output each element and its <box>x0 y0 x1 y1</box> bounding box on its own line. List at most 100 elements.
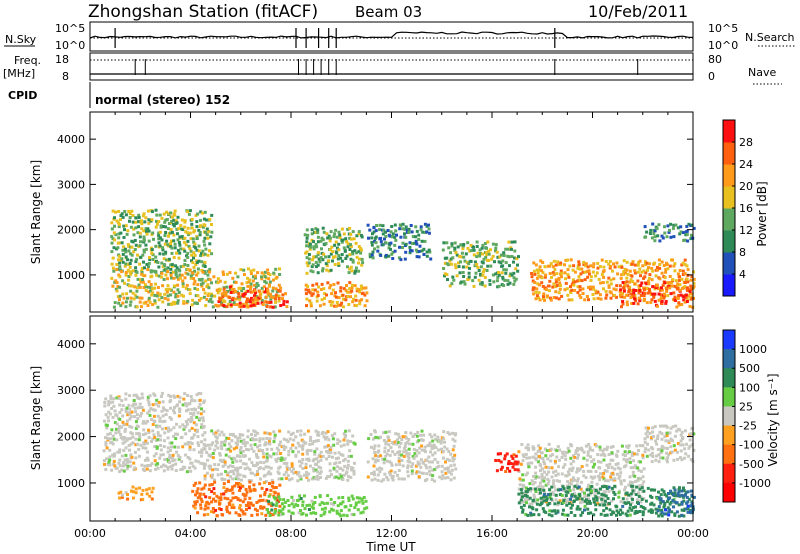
velocity-cell-0 <box>145 456 149 460</box>
velocity-cell-0 <box>132 403 136 406</box>
power-cell-6 <box>485 246 488 250</box>
velocity-cell-3 <box>637 468 641 472</box>
velocity-cell-2 <box>421 438 425 442</box>
power-cell-1 <box>169 273 173 277</box>
velocity-cell-7 <box>301 500 305 504</box>
velocity-cell-1 <box>241 441 245 445</box>
velocity-cell-0 <box>141 408 145 412</box>
power-cell-4 <box>323 292 327 296</box>
velocity-cell-10 <box>684 493 687 497</box>
power-cell-7 <box>578 285 582 289</box>
power-cell-0 <box>139 219 143 223</box>
velocity-cell-3 <box>556 472 560 476</box>
velocity-cell-6 <box>211 507 215 510</box>
velocity-cell-3 <box>545 449 549 453</box>
velocity-cell-2 <box>410 469 414 473</box>
velocity-cell-1 <box>223 443 227 447</box>
velocity-cell-9 <box>687 497 691 501</box>
power-cell-9 <box>658 239 662 243</box>
velocity-cell-7 <box>328 510 332 514</box>
velocity-cell-3 <box>615 472 619 476</box>
velocity-cell-1 <box>334 475 338 479</box>
power-cell-1 <box>240 289 244 293</box>
velocity-cell-1 <box>223 460 227 464</box>
power-cell-3 <box>351 258 355 262</box>
velocity-cell-1 <box>299 433 303 437</box>
power-cell-7 <box>688 292 692 295</box>
power-cell-4 <box>360 298 364 302</box>
velocity-cell-1 <box>303 432 307 436</box>
velocity-cell-0 <box>134 437 138 441</box>
power-cell-4 <box>350 286 354 290</box>
power-cell-6 <box>464 252 468 256</box>
power-cell-9 <box>663 225 666 229</box>
power-cell-1 <box>206 294 210 297</box>
velocity-cell-5 <box>148 494 152 498</box>
velocity-cell-6 <box>249 489 253 493</box>
velocity-cell-3 <box>518 483 522 487</box>
power-cell-0 <box>162 252 166 256</box>
power-cell-1 <box>269 292 273 296</box>
velocity-cell-1 <box>265 447 269 451</box>
velocity-cell-10 <box>682 509 686 512</box>
velocity-cell-7 <box>299 497 303 500</box>
power-cell-0 <box>134 266 138 270</box>
velocity-cell-2 <box>369 445 373 449</box>
power-cell-8 <box>662 292 666 296</box>
velocity-cell-3 <box>582 450 586 454</box>
power-cell-1 <box>140 296 144 300</box>
power-cell-3 <box>345 254 349 258</box>
power-cell-9 <box>653 235 657 239</box>
power-cell-7 <box>607 262 611 266</box>
power-cell-1 <box>263 270 267 274</box>
velocity-cell-6 <box>259 505 263 509</box>
power-cell-6 <box>458 271 462 275</box>
velocity-cell-1 <box>253 433 257 437</box>
velocity-cell-9 <box>585 501 589 505</box>
power-cell-3 <box>312 255 316 259</box>
velocity-cell-0 <box>156 462 160 466</box>
velocity-cell-8 <box>503 457 507 461</box>
power-cell-7 <box>547 284 551 288</box>
power-colorbar-swatch-0 <box>723 274 735 297</box>
velocity-cell-6 <box>258 482 262 486</box>
velocity-cell-3 <box>521 478 525 482</box>
velocity-cell-1 <box>226 473 230 477</box>
velocity-cell-10 <box>692 495 696 499</box>
power-cell-2 <box>263 290 267 294</box>
velocity-cell-4 <box>678 428 682 432</box>
power-cell-0 <box>123 247 127 251</box>
velocity-cell-0 <box>118 470 122 473</box>
power-cell-1 <box>185 283 189 287</box>
velocity-cell-6 <box>278 504 282 508</box>
power-cell-0 <box>124 255 128 259</box>
velocity-cell-9 <box>619 508 623 512</box>
power-cell-4 <box>328 286 332 290</box>
power-cell-0 <box>142 229 146 233</box>
velocity-cell-7 <box>307 508 311 511</box>
power-cell-4 <box>335 301 339 304</box>
velocity-cell-1 <box>264 480 268 483</box>
power-cell-0 <box>154 225 158 229</box>
power-cell-7 <box>676 272 680 276</box>
power-cell-0 <box>197 249 201 253</box>
velocity-cell-3 <box>570 479 574 483</box>
power-cell-1 <box>135 286 139 290</box>
velocity-cell-2 <box>400 438 404 442</box>
power-cell-1 <box>215 280 218 284</box>
velocity-cell-6 <box>226 497 230 501</box>
velocity-cell-3 <box>558 499 562 503</box>
velocity-cell-6 <box>262 481 266 485</box>
velocity-cell-0 <box>181 423 185 427</box>
velocity-cell-2 <box>437 464 441 468</box>
velocity-cell-9 <box>609 512 613 516</box>
velocity-cell-0 <box>117 430 121 434</box>
velocity-cell-1 <box>292 438 296 442</box>
power-cell-5 <box>394 229 398 233</box>
velocity-cell-7 <box>362 496 366 499</box>
power-cell-7 <box>662 264 666 267</box>
power-cell-6 <box>445 241 449 245</box>
velocity-cell-1 <box>258 443 262 447</box>
power-cell-3 <box>314 260 318 264</box>
velocity-cell-7 <box>363 507 367 511</box>
